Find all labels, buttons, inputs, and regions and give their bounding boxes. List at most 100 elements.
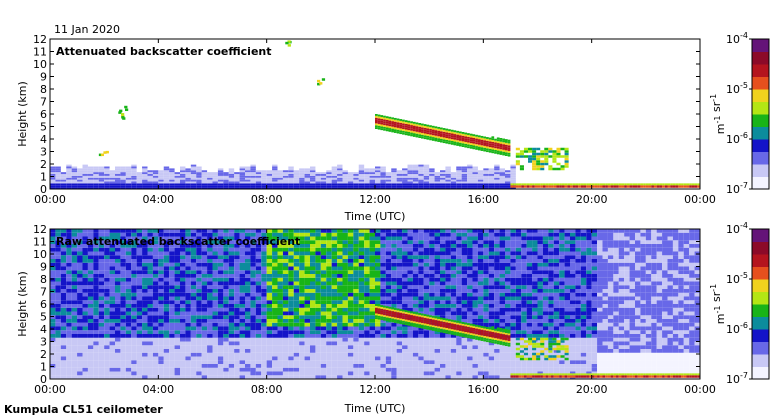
heatmap-cell <box>250 319 256 323</box>
heatmap-cell <box>115 229 121 233</box>
heatmap-cell <box>353 181 359 184</box>
heatmap-cell <box>82 270 88 274</box>
heatmap-cell <box>326 175 332 178</box>
heatmap-cell <box>664 185 668 188</box>
heatmap-cell <box>60 175 67 178</box>
heatmap-cell <box>185 183 191 186</box>
heatmap-cell <box>412 168 419 171</box>
heatmap-cell <box>445 136 449 138</box>
heatmap-cell <box>163 274 170 278</box>
heatmap-cell <box>55 168 61 171</box>
heatmap-cell <box>380 281 386 286</box>
heatmap-cell <box>315 281 321 286</box>
heatmap-cell <box>358 175 365 178</box>
heatmap-cell <box>201 274 208 278</box>
heatmap-cell <box>391 124 394 127</box>
heatmap-cell <box>77 262 83 267</box>
heatmap-cell <box>196 244 202 248</box>
heatmap-cell <box>163 251 170 256</box>
heatmap-cell <box>136 296 143 301</box>
heatmap-cell <box>228 270 235 274</box>
heatmap-cell <box>180 183 186 186</box>
heatmap-cell <box>261 274 267 278</box>
heatmap-cell <box>196 311 202 316</box>
heatmap-cell <box>234 251 240 256</box>
heatmap-cell <box>272 326 278 331</box>
heatmap-cell <box>152 371 159 376</box>
heatmap-cell <box>385 334 392 338</box>
heatmap-cell <box>423 270 430 274</box>
heatmap-cell <box>239 232 245 237</box>
heatmap-cell <box>537 185 541 188</box>
heatmap-cell <box>391 266 397 271</box>
heatmap-cell <box>109 181 115 184</box>
heatmap-cell <box>234 240 240 244</box>
heatmap-cell <box>245 296 251 301</box>
heatmap-cell <box>93 277 99 282</box>
heatmap-cell <box>458 140 462 143</box>
heatmap-cell <box>364 307 370 312</box>
heatmap-cell <box>163 247 170 252</box>
heatmap-cell <box>196 179 202 182</box>
heatmap-cell <box>385 375 392 379</box>
heatmap-cell <box>55 289 61 293</box>
heatmap-cell <box>423 185 430 188</box>
heatmap-cell <box>98 364 105 368</box>
heatmap-cell <box>450 289 457 293</box>
heatmap-cell <box>464 132 468 135</box>
heatmap-cell <box>494 166 500 169</box>
heatmap-cell <box>407 296 413 301</box>
heatmap-cell <box>66 229 72 233</box>
heatmap-cell <box>196 319 202 323</box>
heatmap-cell <box>163 364 170 368</box>
heatmap-cell <box>499 179 505 182</box>
heatmap-cell <box>391 345 397 349</box>
heatmap-cell <box>158 232 164 237</box>
heatmap-cell <box>98 255 105 259</box>
heatmap-cell <box>293 177 300 180</box>
heatmap-cell <box>293 292 300 297</box>
heatmap-cell <box>496 137 500 140</box>
heatmap-cell <box>228 172 235 175</box>
heatmap-cell <box>293 319 300 323</box>
heatmap-cell <box>245 274 251 278</box>
heatmap-cell <box>223 337 229 342</box>
heatmap-cell <box>337 266 343 271</box>
heatmap-cell <box>98 262 105 267</box>
heatmap-cell <box>391 179 397 182</box>
heatmap-cell <box>142 367 148 372</box>
heatmap-cell <box>121 116 125 119</box>
heatmap-cell <box>551 185 554 188</box>
heatmap-cell <box>261 360 267 364</box>
heatmap-cell <box>429 300 435 304</box>
heatmap-cell <box>326 296 332 301</box>
heatmap-cell <box>637 185 641 188</box>
heatmap-cell <box>223 371 229 376</box>
heatmap-cell <box>66 175 72 178</box>
heatmap-cell <box>434 281 440 286</box>
heatmap-cell <box>391 296 397 301</box>
heatmap-cell <box>347 177 354 180</box>
heatmap-cell <box>396 240 403 244</box>
heatmap-cell <box>169 181 175 184</box>
heatmap-cell <box>228 259 235 263</box>
heatmap-cell <box>528 150 533 153</box>
heatmap-cell <box>77 236 83 241</box>
heatmap-cell <box>358 356 365 361</box>
heatmap-cell <box>440 170 446 173</box>
heatmap-cell <box>337 289 343 293</box>
heatmap-cell <box>169 315 175 319</box>
heatmap-cell <box>337 177 343 180</box>
heatmap-cell <box>66 187 72 190</box>
heatmap-cell <box>412 266 419 271</box>
heatmap-cell <box>396 244 403 248</box>
heatmap-cell <box>93 341 99 346</box>
heatmap-cell <box>212 247 218 252</box>
heatmap-cell <box>450 371 457 376</box>
heatmap-cell <box>174 172 180 175</box>
heatmap-cell <box>288 352 294 357</box>
heatmap-cell <box>142 181 148 184</box>
heatmap-cell <box>212 240 218 244</box>
heatmap-cell <box>55 337 61 342</box>
heatmap-cell <box>440 360 446 364</box>
